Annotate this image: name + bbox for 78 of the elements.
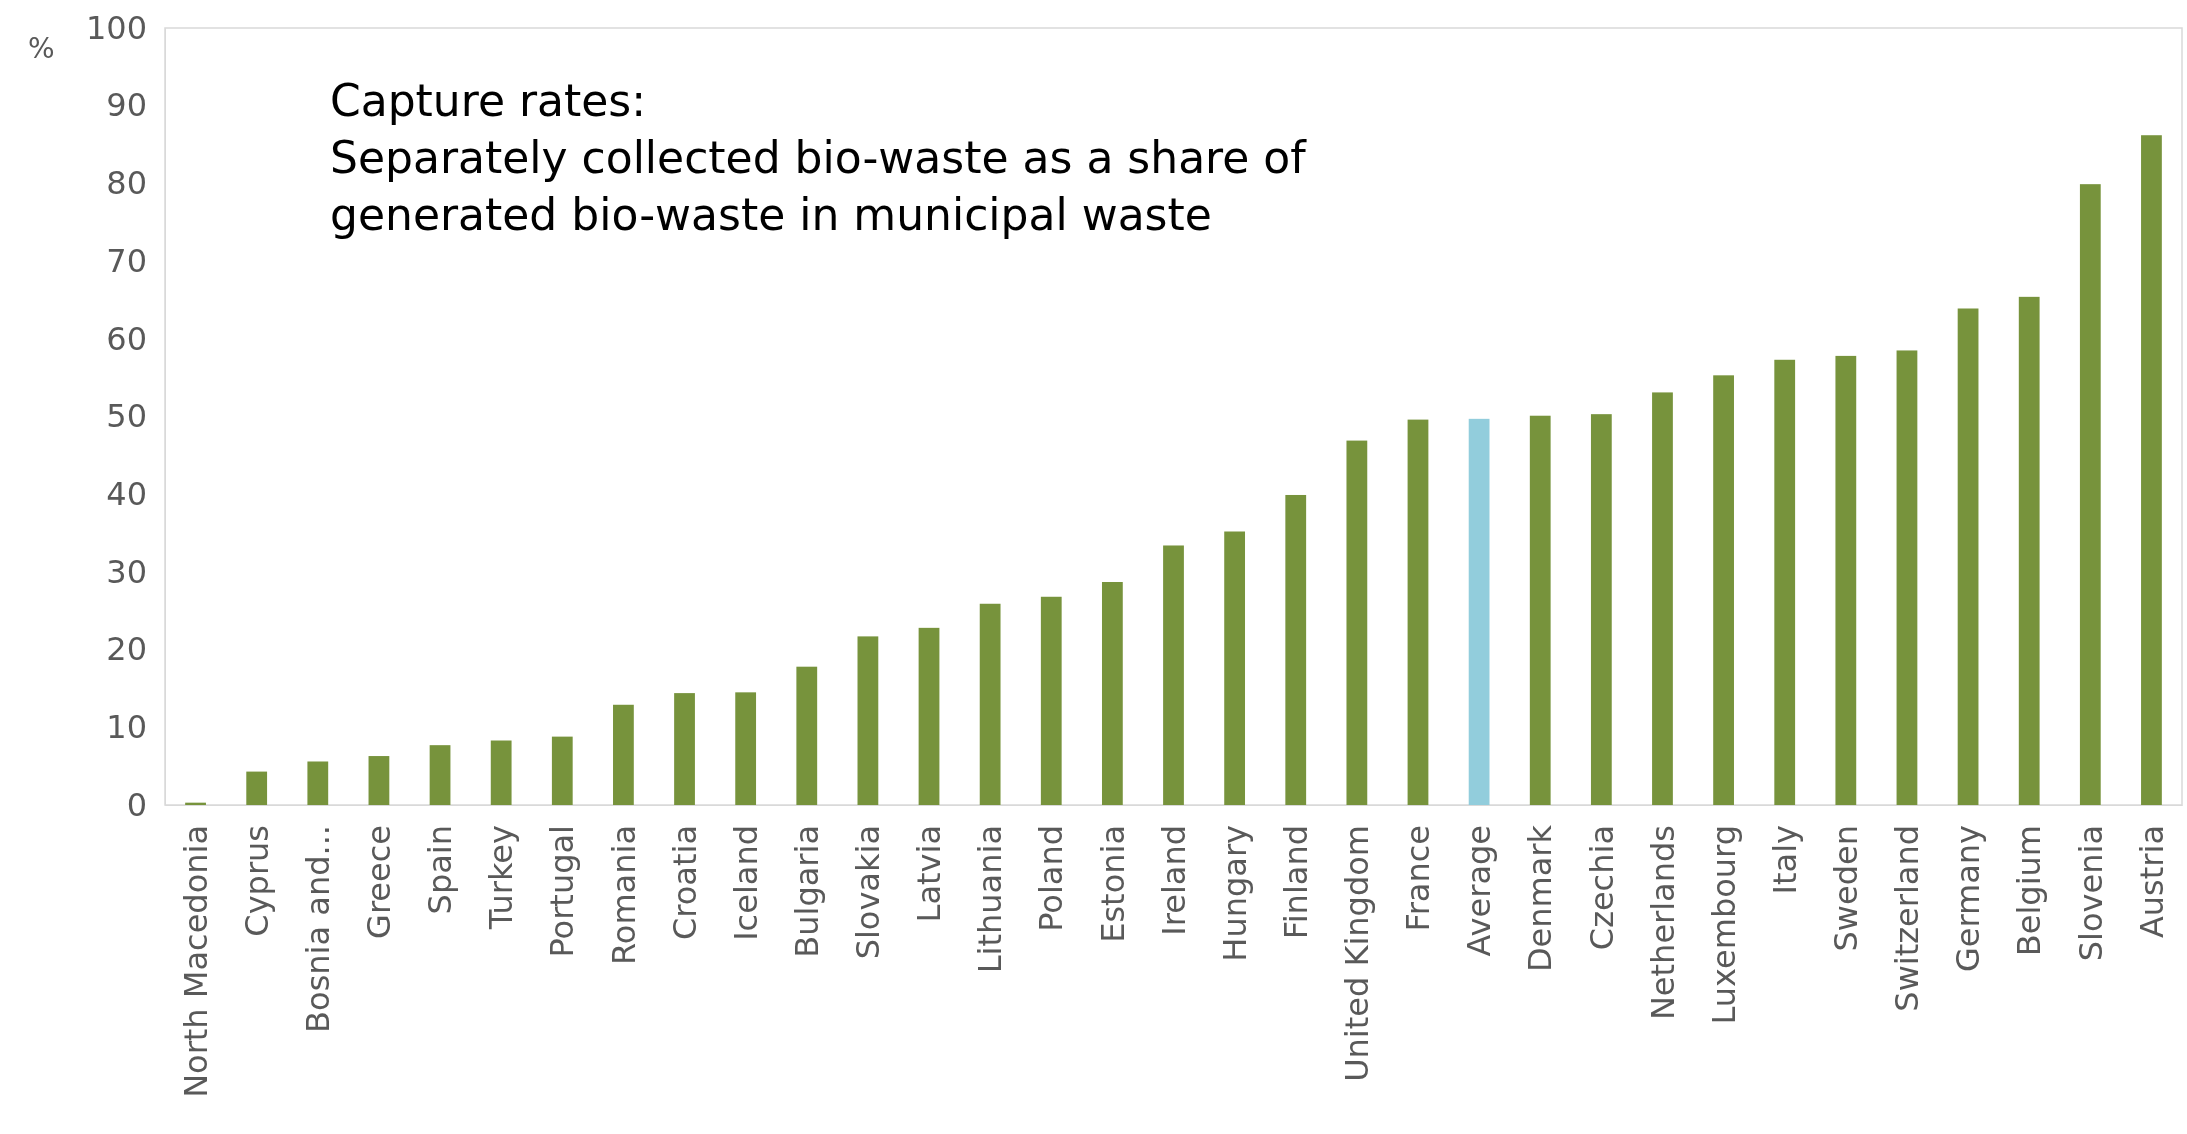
bar: [1163, 545, 1184, 805]
y-tick-label: 30: [106, 552, 147, 591]
y-tick-label: 20: [106, 630, 147, 669]
x-tick-label: Lithuania: [971, 825, 1010, 974]
x-tick-label: Greece: [360, 825, 399, 939]
x-tick-label: Hungary: [1215, 825, 1254, 962]
y-tick-label: 60: [106, 319, 147, 358]
bar: [1040, 596, 1062, 805]
bar: [1896, 350, 1918, 805]
x-tick-label: France: [1399, 825, 1438, 932]
x-tick-label: Slovenia: [2071, 825, 2110, 962]
bar: [1590, 414, 1612, 805]
bar: [307, 761, 329, 805]
bar: [2079, 184, 2101, 805]
bar: [1652, 392, 1673, 805]
x-tick-label: Turkey: [482, 825, 521, 931]
bar: [918, 627, 940, 805]
x-tick-label: North Macedonia: [176, 825, 215, 1098]
bar: [246, 771, 268, 805]
x-tick-label: Netherlands: [1643, 825, 1682, 1021]
bar: [1224, 531, 1246, 805]
y-axis-title: %: [28, 32, 55, 65]
x-tick-label: Bulgaria: [787, 825, 826, 958]
y-tick-label: 50: [106, 397, 147, 436]
y-tick-label: 70: [106, 241, 147, 280]
bar: [1774, 359, 1796, 805]
x-tick-label: Estonia: [1093, 825, 1132, 943]
text: Capture rates: Separately collected bio-waste as a share of generated bio-waste in municipal waste: [330, 75, 1308, 240]
x-tick-label: Ireland: [1154, 825, 1193, 936]
bar: [2018, 296, 2040, 805]
x-tick-label: Czechia: [1582, 825, 1621, 951]
x-tick-label: Austria: [2132, 825, 2171, 939]
y-tick-label: 40: [106, 474, 147, 513]
bar: [551, 736, 573, 805]
y-tick-label: 0: [126, 785, 147, 824]
x-tick-label: Belgium: [2010, 825, 2049, 957]
bar: [1346, 440, 1368, 805]
bar: [613, 704, 634, 805]
bar: [1713, 375, 1734, 805]
x-tick-label: Latvia: [910, 825, 949, 923]
x-tick-label: Italy: [1765, 825, 1804, 895]
bar: [1468, 418, 1490, 805]
bar: [1101, 582, 1123, 805]
bar: [490, 740, 512, 805]
bar: [674, 693, 695, 805]
x-tick-label: Romania: [604, 825, 643, 965]
bar: [979, 603, 1001, 805]
x-tick-label: Bosnia and...: [299, 825, 337, 1033]
x-tick-label: Slovakia: [849, 825, 888, 960]
x-tick-label: Denmark: [1521, 824, 1560, 973]
y-tick-label: 80: [106, 164, 147, 203]
x-tick-label: Croatia: [665, 825, 704, 941]
x-tick-label: Luxembourg: [1704, 825, 1743, 1025]
y-tick-label: 90: [106, 86, 147, 125]
bar: [1835, 355, 1857, 805]
bar: [2141, 135, 2162, 805]
x-tick-label: Switzerland: [1888, 825, 1927, 1012]
x-tick-label: Portugal: [543, 825, 582, 958]
x-tick-label: Cyprus: [237, 825, 276, 937]
x-tick-label: Average: [1460, 825, 1499, 957]
bar: [1285, 494, 1307, 805]
bar: [1529, 415, 1551, 805]
x-tick-label: Poland: [1032, 825, 1071, 932]
bar: [857, 636, 879, 805]
bar: [1407, 419, 1429, 805]
bar: [429, 745, 451, 805]
x-tick-label: Germany: [1949, 825, 1988, 973]
x-tick-label: Spain: [421, 825, 460, 915]
bar: [368, 756, 390, 805]
x-tick-label: Iceland: [726, 825, 765, 941]
bar: [796, 666, 818, 805]
x-tick-label: Sweden: [1827, 825, 1866, 952]
y-tick-label: 10: [106, 708, 147, 747]
y-tick-label: 100: [85, 8, 147, 47]
bar: [1957, 308, 1979, 805]
x-tick-label: United Kingdom: [1338, 825, 1377, 1082]
bar: [735, 692, 757, 805]
x-tick-label: Finland: [1276, 825, 1315, 940]
